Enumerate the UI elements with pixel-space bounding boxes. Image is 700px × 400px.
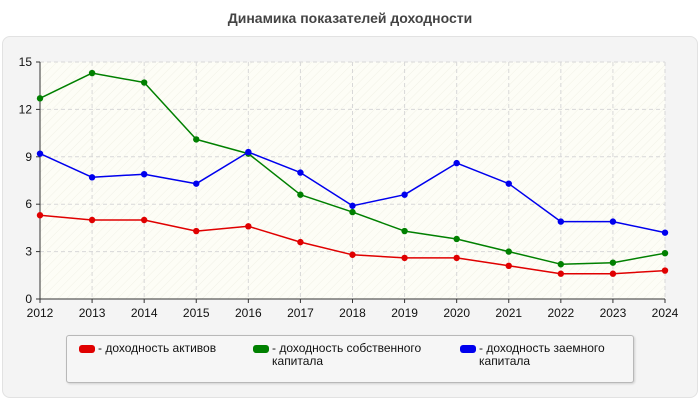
x-tick-label: 2013: [79, 306, 106, 320]
data-point-debt: [193, 180, 200, 187]
legend-swatch-assets: [79, 345, 95, 353]
data-point-equity: [505, 248, 512, 255]
data-point-debt: [557, 218, 565, 225]
x-tick-label: 2014: [131, 306, 158, 320]
data-point-debt: [297, 169, 304, 176]
data-point-assets: [140, 216, 148, 224]
legend-label-debt: - доходность заемного капитала: [479, 341, 605, 368]
x-tick-label: 2021: [495, 306, 522, 320]
x-tick-label: 2016: [235, 306, 262, 320]
y-tick-label: 0: [25, 292, 32, 306]
data-point-equity: [609, 259, 617, 266]
data-point-assets: [36, 212, 44, 219]
data-point-equity: [297, 191, 304, 198]
data-point-equity: [557, 261, 565, 268]
data-point-assets: [453, 254, 460, 262]
data-point-assets: [349, 251, 356, 258]
tick-labels: 0 3 6 9 12 15 2012 2013 2014 2015 2016 2017 2018 2019…: [19, 55, 679, 320]
data-point-equity: [36, 95, 44, 102]
y-tick-label: 9: [25, 150, 32, 164]
x-tick-label: 2019: [391, 306, 418, 320]
data-point-debt: [609, 218, 617, 225]
x-tick-label: 2022: [547, 306, 574, 320]
legend-item-assets: - доходность активов: [79, 342, 216, 355]
data-point-assets: [505, 262, 512, 270]
data-series: [36, 69, 669, 277]
x-tick-label: 2015: [183, 306, 210, 320]
data-point-debt: [140, 170, 148, 178]
chart-title: Динамика показателей доходности: [227, 10, 473, 26]
data-point-debt: [661, 229, 669, 236]
y-tick-label: 6: [25, 197, 32, 211]
x-tick-label: 2017: [287, 306, 314, 320]
legend: - доходность активов - доходность собств…: [66, 335, 634, 383]
data-point-debt: [349, 202, 356, 209]
data-point-assets: [609, 270, 617, 277]
legend-label-equity: - доходность собственного капитала: [272, 341, 422, 368]
data-point-equity: [140, 79, 148, 86]
x-tick-label: 2020: [443, 306, 470, 320]
data-point-debt: [505, 180, 512, 187]
data-point-assets: [88, 216, 96, 224]
legend-label-assets: - доходность активов: [98, 341, 217, 355]
data-point-assets: [297, 238, 304, 246]
data-point-debt: [88, 174, 96, 181]
legend-item-equity: - доходность собственного капитала: [253, 342, 421, 368]
y-tick-label: 15: [19, 55, 33, 69]
data-point-debt: [401, 191, 408, 198]
data-point-equity: [453, 235, 460, 243]
data-point-debt: [36, 150, 44, 157]
legend-swatch-equity: [253, 345, 269, 353]
legend-item-debt: - доходность заемного капитала: [460, 342, 605, 368]
x-tick-label: 2012: [27, 306, 54, 320]
data-point-assets: [401, 254, 408, 262]
data-point-equity: [661, 249, 669, 257]
data-point-assets: [661, 267, 669, 274]
data-point-equity: [349, 208, 356, 216]
data-point-assets: [245, 223, 252, 230]
data-point-equity: [193, 136, 200, 143]
data-point-equity: [401, 227, 408, 235]
legend-swatch-debt: [460, 345, 476, 353]
x-tick-label: 2024: [652, 306, 679, 320]
x-tick-label: 2023: [600, 306, 627, 320]
y-tick-label: 3: [25, 245, 32, 259]
data-point-assets: [557, 270, 565, 277]
data-point-debt: [245, 148, 252, 156]
x-tick-label: 2018: [339, 306, 366, 320]
data-point-equity: [88, 69, 96, 77]
data-point-debt: [453, 159, 460, 167]
y-tick-label: 12: [19, 102, 33, 116]
data-point-assets: [193, 227, 200, 235]
